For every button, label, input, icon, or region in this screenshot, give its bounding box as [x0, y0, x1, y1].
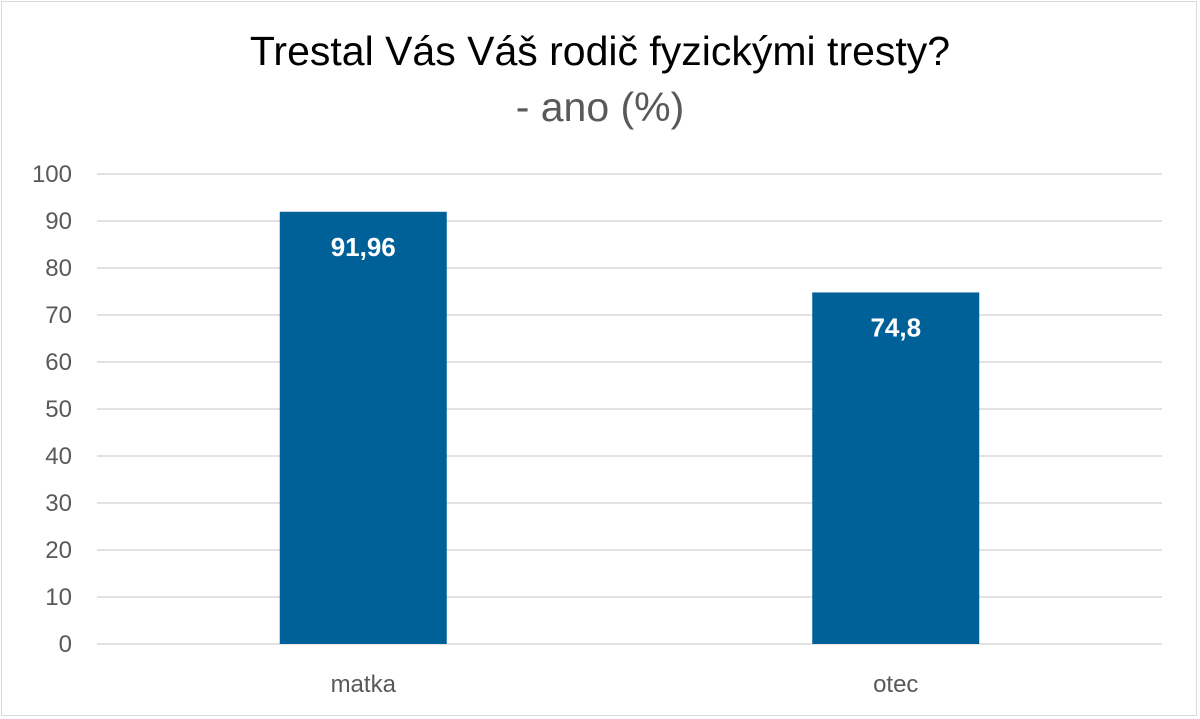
- data-label: 91,96: [331, 232, 396, 262]
- y-tick-label: 70: [45, 302, 72, 329]
- y-tick-label: 100: [32, 161, 72, 188]
- data-label: 74,8: [870, 312, 921, 342]
- y-tick-label: 30: [45, 490, 72, 517]
- x-tick-label: matka: [331, 671, 397, 698]
- bar-matka: [279, 211, 447, 644]
- y-tick-label: 0: [59, 631, 72, 658]
- bar-otec: [812, 292, 980, 644]
- x-tick-label: otec: [873, 671, 918, 698]
- y-tick-label: 60: [45, 349, 72, 376]
- y-tick-label: 80: [45, 255, 72, 282]
- y-tick-label: 50: [45, 396, 72, 423]
- y-tick-label: 10: [45, 584, 72, 611]
- y-tick-label: 20: [45, 537, 72, 564]
- y-tick-label: 90: [45, 208, 72, 235]
- chart-title: Trestal Vás Váš rodič fyzickými tresty?: [249, 28, 951, 74]
- chart-subtitle: - ano (%): [515, 84, 685, 130]
- y-tick-label: 40: [45, 443, 72, 470]
